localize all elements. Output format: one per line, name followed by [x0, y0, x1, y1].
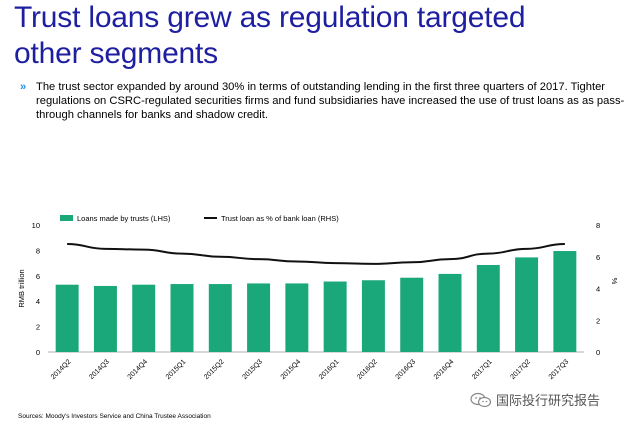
y-tick-label: 2 — [36, 323, 40, 332]
y-tick-label: 10 — [32, 221, 40, 230]
bullet-marker: » — [20, 81, 27, 93]
x-tick-label: 2014Q4 — [127, 358, 150, 381]
wechat-icon — [470, 392, 492, 407]
x-tick-label: 2017Q1 — [471, 358, 494, 381]
x-tick-label: 2014Q2 — [50, 358, 73, 381]
bar — [438, 273, 462, 352]
bar — [132, 284, 156, 352]
y2-tick-label: 8 — [596, 221, 600, 230]
bar — [285, 283, 309, 352]
y-tick-label: 4 — [36, 297, 40, 306]
bar — [553, 251, 577, 352]
bullet-text: The trust sector expanded by around 30% … — [36, 81, 625, 121]
title-line-2: other segments — [14, 37, 218, 70]
bar — [515, 257, 539, 352]
bar — [361, 280, 385, 352]
bar — [400, 277, 424, 352]
source-note: Sources: Moody's Investors Service and C… — [18, 413, 211, 420]
x-tick-label: 2016Q2 — [356, 358, 379, 381]
y2-tick-label: 0 — [596, 348, 600, 357]
bar — [476, 265, 500, 352]
x-tick-label: 2016Q4 — [433, 358, 456, 381]
x-tick-label: 2015Q4 — [280, 358, 303, 381]
y-axis-title: RMB trillion — [17, 269, 26, 307]
bar — [93, 285, 117, 352]
y-tick-label: 0 — [36, 348, 40, 357]
x-tick-label: 2016Q3 — [395, 358, 418, 381]
summary-bullet: » The trust sector expanded by around 30… — [20, 80, 630, 122]
series-line — [67, 243, 565, 265]
bar — [323, 281, 347, 352]
bar — [208, 284, 232, 352]
bar — [55, 284, 79, 352]
x-tick-label: 2017Q3 — [548, 358, 571, 381]
y2-tick-label: 4 — [596, 285, 600, 294]
x-tick-label: 2015Q1 — [165, 358, 188, 381]
legend-label-line: Trust loan as % of bank loan (RHS) — [221, 214, 339, 223]
x-tick-label: 2014Q3 — [88, 358, 111, 381]
x-tick-label: 2017Q2 — [509, 358, 532, 381]
legend-swatch-bar — [60, 215, 73, 221]
y-tick-label: 8 — [36, 246, 40, 255]
x-tick-label: 2015Q3 — [241, 358, 264, 381]
bar — [247, 283, 271, 352]
watermark: 国际投行研究报告 — [470, 390, 600, 409]
y2-axis-title: % — [610, 278, 619, 285]
watermark-text: 国际投行研究报告 — [496, 393, 601, 408]
y-tick-label: 6 — [36, 272, 40, 281]
bar — [170, 284, 194, 352]
x-tick-label: 2016Q1 — [318, 358, 341, 381]
y2-tick-label: 6 — [596, 253, 600, 262]
x-tick-label: 2015Q2 — [203, 358, 226, 381]
page-title: Trust loans grew as regulation targeted … — [14, 0, 634, 72]
trust-loans-chart: Loans made by trusts (LHS) Trust loan as … — [17, 214, 619, 381]
y2-tick-label: 2 — [596, 316, 600, 325]
legend-label-bar: Loans made by trusts (LHS) — [77, 214, 171, 223]
title-line-1: Trust loans grew as regulation targeted — [14, 1, 526, 34]
